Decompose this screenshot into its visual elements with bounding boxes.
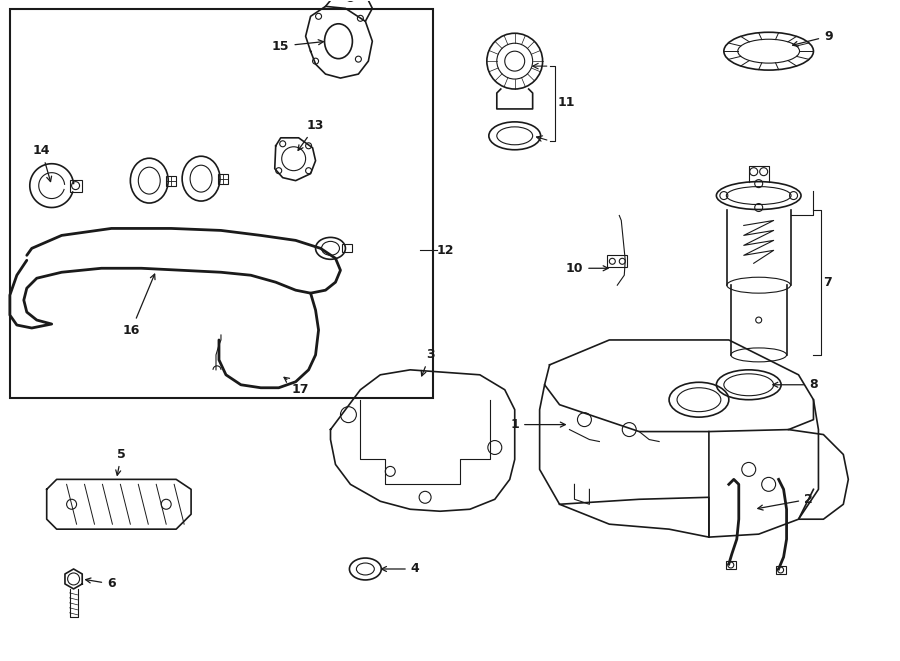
Text: 10: 10 <box>566 262 608 275</box>
Text: 1: 1 <box>510 418 565 431</box>
Bar <box>10 9 433 398</box>
Text: 11: 11 <box>557 97 575 110</box>
Text: 17: 17 <box>284 377 310 396</box>
Text: 14: 14 <box>33 144 51 182</box>
Text: 9: 9 <box>793 30 832 46</box>
Bar <box>725 561 736 569</box>
Text: 3: 3 <box>421 348 435 376</box>
Text: 16: 16 <box>122 274 155 336</box>
Text: 12: 12 <box>437 244 454 257</box>
Text: 6: 6 <box>86 578 116 590</box>
Text: 4: 4 <box>382 563 419 576</box>
Bar <box>166 176 176 186</box>
Text: 15: 15 <box>272 40 323 53</box>
Bar <box>69 180 82 192</box>
Text: 5: 5 <box>116 448 126 475</box>
Text: 7: 7 <box>824 276 832 289</box>
Bar <box>218 174 228 184</box>
Text: 13: 13 <box>298 120 324 150</box>
Bar <box>776 566 786 574</box>
Text: 8: 8 <box>773 378 818 391</box>
Bar <box>343 245 353 253</box>
Bar <box>608 255 627 267</box>
Text: 2: 2 <box>758 493 813 510</box>
